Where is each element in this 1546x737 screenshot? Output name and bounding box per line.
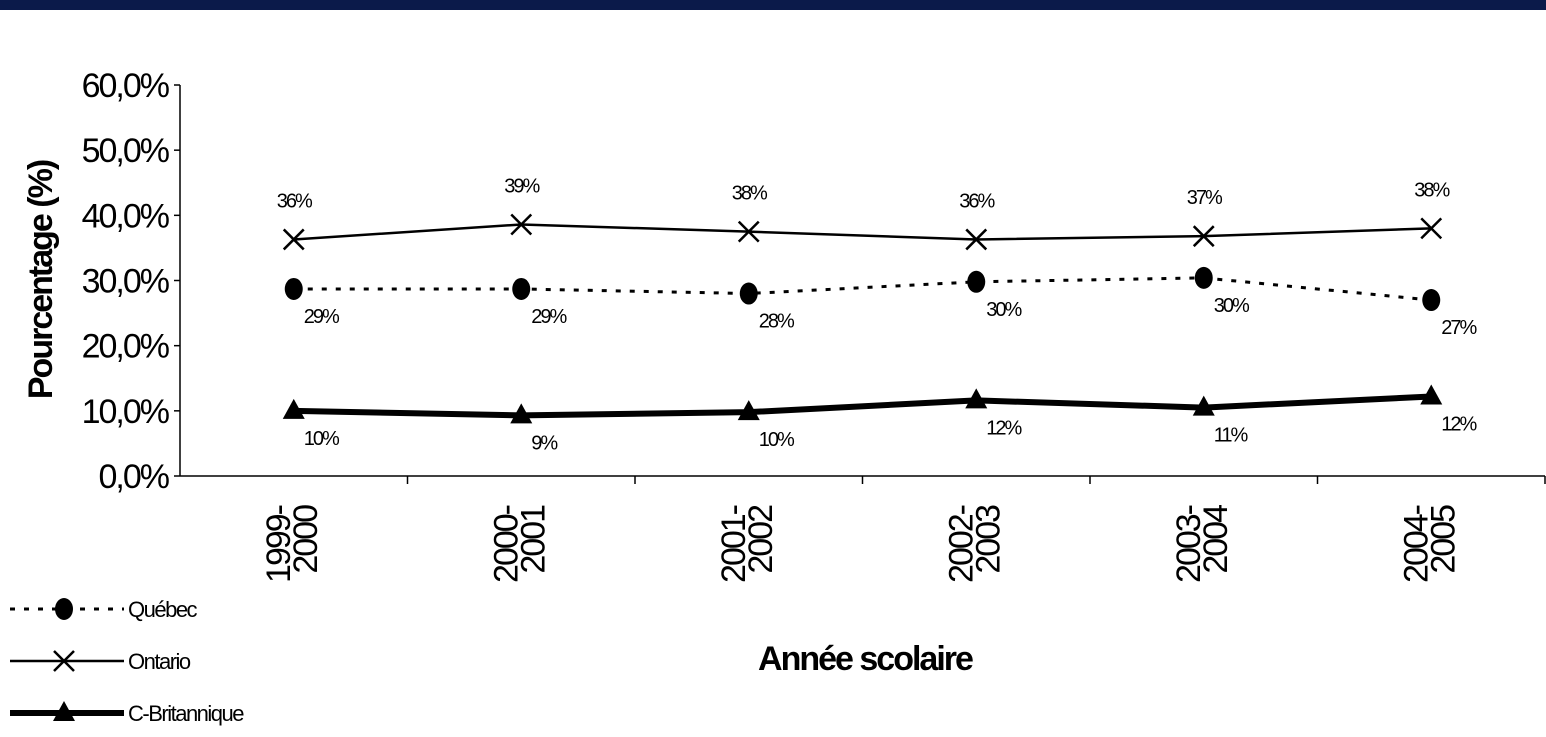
data-point xyxy=(510,213,533,236)
data-point xyxy=(1194,266,1213,289)
data-label: 38% xyxy=(732,183,768,205)
x-tick-label: 1999- xyxy=(260,505,298,583)
x-tick-label: 2000- xyxy=(487,505,525,583)
data-point xyxy=(1420,217,1443,240)
x-tick-label: 2004 xyxy=(1197,505,1235,574)
data-label: 29% xyxy=(531,306,567,328)
series-line-2 xyxy=(293,393,1432,419)
x-tick-label: 2002 xyxy=(742,505,780,574)
x-tick-label: 2001 xyxy=(514,505,552,574)
data-label: 27% xyxy=(1441,317,1477,339)
data-point xyxy=(1192,395,1215,416)
y-tick-label: 60,0% xyxy=(82,67,170,105)
data-point xyxy=(282,398,305,419)
x-tick-label: 2002- xyxy=(942,505,980,583)
data-label: 10% xyxy=(304,428,340,450)
top-bar xyxy=(0,0,1546,10)
data-point xyxy=(510,403,533,424)
data-label: 28% xyxy=(759,311,795,333)
x-axis-title: Année scolaire xyxy=(758,640,973,678)
y-tick-label: 40,0% xyxy=(82,197,170,235)
data-label: 11% xyxy=(1214,425,1249,447)
data-label: 29% xyxy=(304,306,340,328)
data-point xyxy=(512,277,531,300)
x-tick-label: 2004- xyxy=(1397,505,1435,583)
data-point xyxy=(1422,289,1441,312)
y-tick-label: 50,0% xyxy=(82,132,170,170)
data-label: 36% xyxy=(959,190,995,212)
y-tick-label: 10,0% xyxy=(82,393,170,431)
data-point xyxy=(1420,384,1443,405)
y-tick-label: 0,0% xyxy=(99,458,170,496)
data-point xyxy=(284,277,303,300)
series-line-0 xyxy=(293,276,1432,302)
legend-label: Québec xyxy=(128,597,198,622)
data-label: 10% xyxy=(759,429,795,451)
x-tick-label: 2005 xyxy=(1424,505,1462,574)
data-label: 30% xyxy=(986,299,1022,321)
data-label: 12% xyxy=(986,417,1022,439)
legend-label: C-Britannique xyxy=(128,701,244,726)
data-label: 9% xyxy=(531,432,558,454)
y-tick-label: 20,0% xyxy=(82,328,170,366)
data-point xyxy=(739,282,758,305)
data-label: 39% xyxy=(504,175,540,197)
data-point xyxy=(965,388,988,409)
y-axis-title: Pourcentage (%) xyxy=(22,160,60,399)
data-point xyxy=(967,270,986,293)
x-tick-label: 2003- xyxy=(1170,505,1208,583)
legend-marker xyxy=(55,598,73,620)
x-tick-label: 2000 xyxy=(287,505,325,574)
x-tick-label: 2003 xyxy=(969,505,1007,574)
data-point xyxy=(737,220,760,243)
data-label: 38% xyxy=(1414,179,1450,201)
data-point xyxy=(282,228,305,251)
data-point xyxy=(737,400,760,421)
data-point xyxy=(965,228,988,251)
data-label: 36% xyxy=(277,190,313,212)
x-tick-label: 2001- xyxy=(715,505,753,583)
legend-marker xyxy=(53,701,75,721)
data-label: 37% xyxy=(1187,187,1223,209)
series-line-1 xyxy=(293,223,1432,241)
y-tick-label: 30,0% xyxy=(82,263,170,301)
data-label: 12% xyxy=(1441,413,1477,435)
legend-marker xyxy=(53,650,75,672)
data-label: 30% xyxy=(1214,295,1250,317)
data-point xyxy=(1192,225,1215,248)
legend-label: Ontario xyxy=(128,649,191,674)
